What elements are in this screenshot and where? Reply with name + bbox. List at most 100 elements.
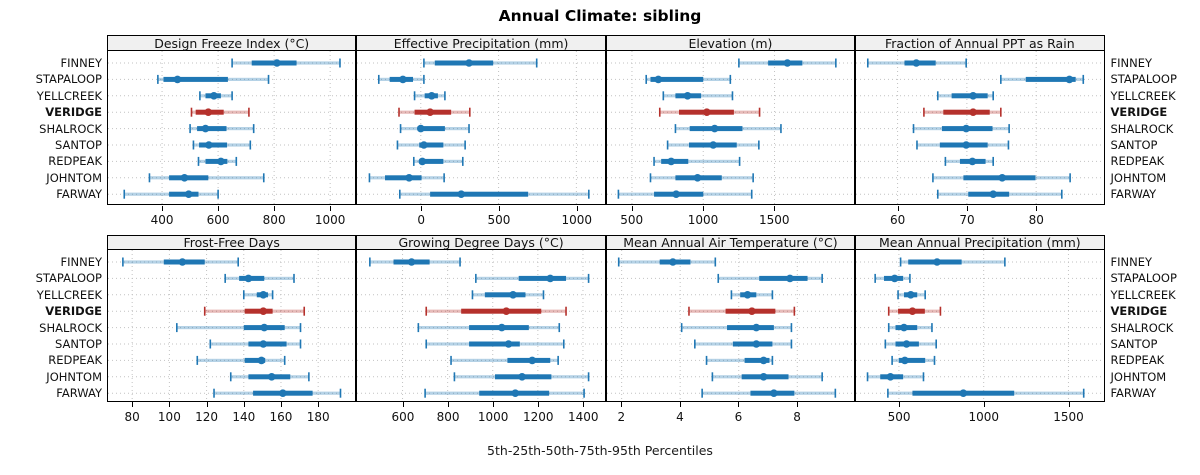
percentile-range-farway [424,388,586,398]
site-label-right-farway: FARWAY [1110,386,1157,401]
axis-caption: 5th-25th-50th-75th-95th Percentiles [487,443,713,458]
percentile-range-finney [231,58,341,68]
median-dot [769,389,778,397]
median-dot [502,307,511,315]
cap-5th [1000,74,1002,84]
cap-5th [662,91,664,101]
x-tick-label: 6 [734,409,743,424]
cap-5th [209,339,212,349]
median-dot [962,141,971,149]
cap-95th [299,339,302,349]
site-label-left-stapaloop: STAPALOOP [35,72,102,87]
bar-25-75 [419,158,444,164]
median-dot [210,92,218,100]
site-label-left-santop: SANTOP [55,337,102,351]
bar-25-75 [244,357,266,363]
median-dot [178,258,187,266]
median-dot [683,92,692,100]
x-tick-mark [162,205,164,211]
x-tick-label: 1400 [568,409,599,424]
cap-5th [196,355,199,365]
cap-95th [469,107,471,117]
x-tick-label: 500 [887,409,911,424]
cap-5th [674,124,676,134]
cap-5th [224,273,226,283]
site-label-left-stapaloop: STAPALOOP [35,271,102,286]
cap-5th [617,189,619,199]
percentile-range-finney [617,257,716,267]
median-dot [900,323,908,332]
cap-5th [425,339,428,349]
x-tick-label: 600 [391,409,415,424]
cap-5th [398,107,401,117]
cap-95th [779,124,782,134]
median-dot [759,373,768,381]
percentile-range-farway [399,189,590,199]
site-label-left-yellcreek: YELLCREEK [36,287,102,302]
cap-95th [423,74,426,84]
median-dot [783,59,791,67]
cap-5th [197,156,200,166]
cap-5th [645,74,647,84]
percentile-range-veridge [190,107,250,117]
percentile-range-farway [213,388,342,398]
bar-25-75 [469,341,521,347]
cap-95th [563,339,565,349]
panel-header-fraction-of-annual-ppt-as-rain: Fraction of Annual PPT as Rain [855,35,1105,51]
x-tick-mark [448,402,450,407]
median-dot [989,190,998,198]
median-dot [667,157,675,166]
site-label-left-shalrock: SHALROCK [39,121,102,136]
x-tick-label: 60 [890,213,906,227]
bar-25-75 [430,191,529,197]
median-dot [933,258,941,266]
percentile-range-shalrock [680,323,792,333]
x-tick-label: 800 [262,213,286,227]
cap-95th [1008,124,1011,134]
cap-5th [653,156,655,166]
cap-5th [423,58,426,68]
median-dot [743,291,752,299]
cap-5th [693,339,696,349]
panel-header-effective-precipitation-mm: Effective Precipitation (mm) [356,35,606,51]
bar-25-75 [650,76,703,82]
percentile-range-yellcreek [730,290,773,300]
cap-95th [444,91,447,101]
cap-95th [1007,140,1010,150]
panel-plot-svg [357,250,605,401]
cap-95th [738,156,741,166]
median-dot [969,108,978,116]
percentile-range-veridge [658,107,761,117]
cap-95th [543,290,545,300]
band-5-95 [197,358,285,362]
cap-5th [425,306,428,316]
percentile-range-yellcreek [897,290,927,300]
cap-95th [1004,257,1006,267]
bar-25-75 [758,275,808,281]
percentile-range-johntom [229,372,310,382]
x-tick-mark [274,205,276,211]
median-dot [702,108,711,116]
median-dot [890,274,899,283]
median-dot [420,141,429,149]
bar-25-75 [169,191,199,197]
median-dot [959,389,968,397]
site-label-left-finney: FINNEY [60,255,102,269]
median-dot [528,356,537,365]
median-dot [908,307,917,315]
x-tick-label: 70 [959,213,975,227]
cap-95th [909,273,911,283]
percentile-range-redpeak [197,156,238,166]
median-dot [907,291,915,299]
bar-25-75 [1025,76,1076,82]
cap-5th [242,290,245,300]
cap-5th [932,173,934,183]
cap-5th [666,140,669,150]
site-label-right-veridge: VERIDGE [1110,105,1168,120]
cap-5th [891,355,894,365]
percentile-range-santop [884,339,938,349]
x-tick-label: 1000 [687,213,719,227]
cap-95th [248,107,250,117]
panel-plot-svg [108,51,356,204]
bar-25-75 [205,158,228,164]
